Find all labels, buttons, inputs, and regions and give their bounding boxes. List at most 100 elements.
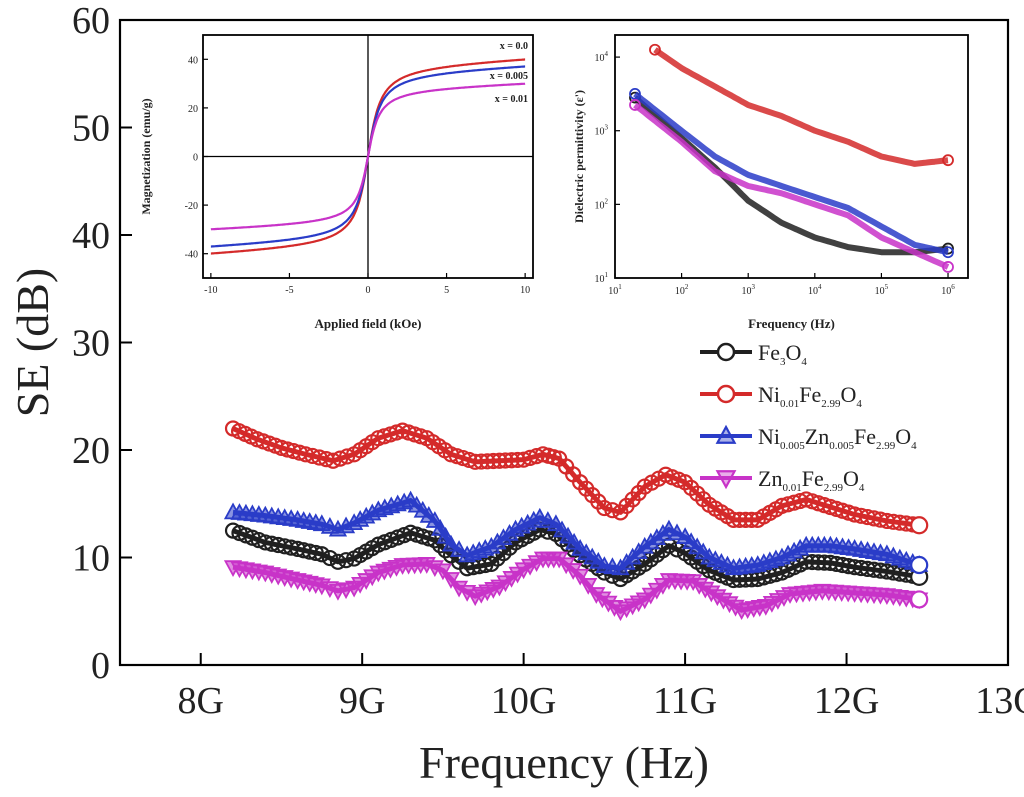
data-point-3 — [579, 578, 598, 595]
legend-entry-1: Ni0.01Fe2.99O4 — [700, 382, 862, 410]
y-tick-label: 0 — [91, 645, 110, 687]
data-point-0 — [289, 540, 306, 558]
y-tick-label: 60 — [72, 0, 110, 42]
legend-label-subscript: 0.005 — [829, 440, 854, 452]
inset2-curve-2 — [633, 91, 949, 256]
main-plot: 01020304050608G9G10G11G12G13GFrequency (… — [7, 0, 1024, 788]
data-point-1 — [503, 452, 520, 469]
data-point-1 — [604, 502, 621, 519]
legend-label-text: O — [843, 466, 859, 491]
legend-entry-2: Ni0.005Zn0.005Fe2.99O4 — [700, 424, 917, 452]
legend-label-subscript: 4 — [856, 398, 862, 410]
inset2-x-tick-label: 104 — [808, 283, 822, 297]
inset1-curve-label: x = 0.005 — [490, 71, 528, 82]
inset2-x-tick-exp: 3 — [751, 283, 755, 291]
legend-label-subscript: 0.01 — [782, 482, 801, 494]
data-point-1 — [339, 448, 356, 465]
inset1-x-tick-label: -10 — [204, 285, 217, 296]
inset2-x-tick-exp: 2 — [685, 283, 689, 291]
x-tick-label: 12G — [814, 680, 879, 722]
inset2-x-tick-base: 10 — [941, 286, 951, 297]
legend-label: Zn0.01Fe2.99O4 — [758, 466, 865, 494]
data-point-0 — [834, 556, 851, 574]
inset2-y-axis-label: Dielectric permittivity (ε') — [572, 90, 586, 223]
legend-label-text: O — [841, 382, 857, 407]
inset2-y-tick-exp: 3 — [605, 124, 609, 132]
inset2-x-tick-base: 10 — [608, 286, 618, 297]
inset2-point-start-2 — [629, 88, 641, 100]
legend-entry-0: Fe3O4 — [700, 340, 807, 368]
inset2-x-tick-exp: 6 — [951, 283, 955, 291]
data-point-0 — [295, 542, 312, 559]
inset1-y-tick-label: 20 — [188, 104, 198, 115]
y-tick-label: 10 — [72, 538, 110, 580]
legend-label-subscript: 0.01 — [780, 398, 799, 410]
legend-swatch-marker — [715, 424, 737, 444]
y-tick-label: 20 — [72, 430, 110, 472]
inset2-y-tick-label: 104 — [595, 50, 609, 64]
data-point-0 — [816, 554, 833, 571]
data-point-1 — [467, 453, 484, 470]
x-tick-label: 8G — [178, 680, 224, 722]
data-point-0 — [301, 543, 318, 560]
inset1-curve-label: x = 0.0 — [500, 41, 528, 52]
data-point-1 — [479, 453, 496, 470]
data-point-1 — [792, 492, 809, 510]
series-3 — [223, 551, 929, 622]
data-point-0 — [307, 544, 324, 562]
legend-swatch-marker — [716, 384, 736, 404]
legend-label-text: O — [786, 340, 802, 365]
inset2-point-start-3 — [629, 99, 641, 111]
inset2-point-end-3 — [942, 261, 954, 273]
inset1-x-tick-label: 10 — [520, 285, 530, 296]
data-point-0 — [810, 554, 827, 571]
legend-label-text: Ni — [758, 424, 780, 449]
inset2-y-tick-base: 10 — [595, 200, 605, 211]
inset2-y-tick-base: 10 — [595, 127, 605, 138]
inset2-x-tick-exp: 4 — [818, 283, 822, 291]
inset1-curve-label: x = 0.01 — [495, 94, 528, 105]
inset2-y-tick-exp: 4 — [605, 50, 609, 58]
legend-label-text: Fe — [799, 382, 821, 407]
data-point-1 — [332, 450, 349, 467]
legend-label: Ni0.005Zn0.005Fe2.99O4 — [758, 424, 917, 452]
data-point-1 — [485, 452, 502, 470]
data-point-0 — [329, 553, 347, 570]
data-point-1 — [473, 453, 490, 470]
legend-label-text: Zn — [805, 424, 829, 449]
inset1-x-tick-label: -5 — [285, 285, 293, 296]
legend-label-text: Ni — [758, 382, 780, 407]
series-2 — [223, 490, 929, 576]
data-point-0 — [822, 554, 839, 571]
inset2-x-tick-label: 106 — [941, 283, 955, 297]
inset1-curve-2 — [210, 82, 526, 231]
legend-label-subscript: 2.99 — [876, 440, 896, 452]
inset2-y-tick-base: 10 — [595, 274, 605, 285]
data-point-end-3 — [910, 590, 929, 609]
inset2-x-axis-label: Frequency (Hz) — [748, 316, 835, 331]
inset2-x-tick-exp: 5 — [885, 283, 889, 291]
x-tick-label: 13G — [975, 680, 1024, 722]
inset2-x-tick-base: 10 — [675, 286, 685, 297]
inset2-point-start-1 — [649, 43, 661, 56]
legend-swatch-marker — [715, 470, 737, 490]
legend-label-subscript: 0.005 — [780, 440, 805, 452]
y-tick-label: 50 — [72, 108, 110, 150]
legend-swatch-marker — [716, 342, 736, 362]
legend-entry-3: Zn0.01Fe2.99O4 — [700, 466, 865, 494]
data-point-1 — [325, 452, 342, 469]
data-point-1 — [491, 452, 508, 469]
legend-label-subscript: 2.99 — [824, 482, 844, 494]
x-tick-label: 11G — [653, 680, 717, 722]
legend: Fe3O4Ni0.01Fe2.99O4Ni0.005Zn0.005Fe2.99O… — [700, 340, 917, 494]
inset2-y-tick-base: 10 — [595, 53, 605, 64]
inset1-y-tick-label: 40 — [188, 55, 198, 66]
legend-label: Ni0.01Fe2.99O4 — [758, 382, 862, 410]
data-point-0 — [313, 546, 330, 563]
inset1-y-axis-label: Magnetization (emu/g) — [139, 98, 153, 214]
data-point-1 — [725, 511, 742, 528]
legend-label-subscript: 3 — [780, 356, 786, 368]
data-point-1 — [737, 511, 754, 528]
data-point-1 — [596, 499, 613, 517]
